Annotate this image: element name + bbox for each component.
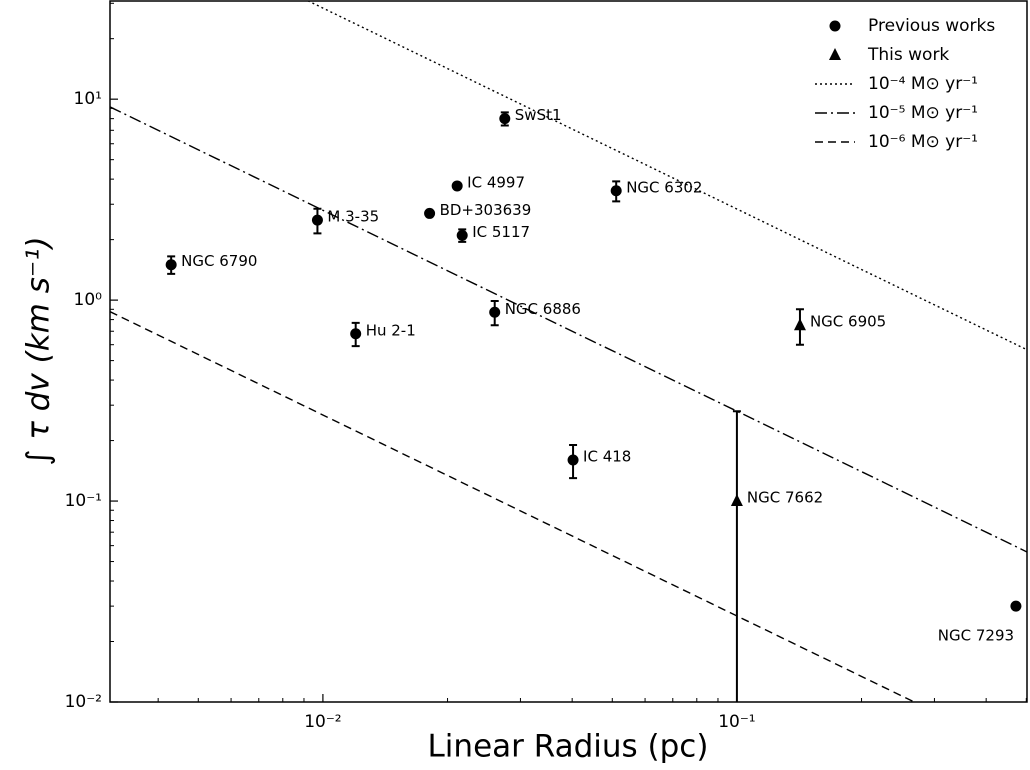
point (793, 318, 806, 331)
point (610, 185, 622, 197)
y-tick-label: 10⁻² (65, 692, 102, 712)
y-tick-label: 10⁻¹ (65, 491, 102, 511)
legend-marker (829, 48, 841, 60)
model-line (110, 106, 1027, 553)
point-label: NGC 6790 (181, 252, 257, 270)
point (567, 454, 579, 466)
x-tick-label: 10⁻² (304, 712, 341, 732)
point (730, 494, 743, 507)
legend-label: This work (867, 45, 949, 65)
plot-area (110, 1, 1027, 702)
point (489, 306, 501, 318)
legend-label: 10⁻⁴ M⊙ yr⁻¹ (868, 74, 978, 94)
point (499, 113, 511, 125)
point-label: NGC 6302 (626, 178, 702, 196)
error-bar (732, 410, 741, 702)
point-label: NGC 6886 (505, 300, 581, 318)
point (350, 328, 362, 340)
point-label: IC 418 (583, 448, 631, 466)
point-label: Hu 2-1 (366, 321, 416, 339)
legend-label: Previous works (868, 16, 995, 36)
point-label: IC 4997 (467, 173, 525, 191)
legend-label: 10⁻⁵ M⊙ yr⁻¹ (868, 103, 978, 123)
x-axis-label: Linear Radius (pc) (428, 729, 709, 765)
legend-label: 10⁻⁶ M⊙ yr⁻¹ (868, 132, 978, 152)
point (311, 214, 323, 226)
x-tick-label: 10⁻¹ (718, 712, 755, 732)
point (456, 229, 468, 241)
legend-marker (829, 20, 841, 32)
plot-frame (109, 0, 1028, 703)
point-label: M 3-35 (327, 208, 379, 226)
point-label: NGC 7293 (938, 627, 1014, 645)
point (451, 180, 463, 192)
y-axis-label: ∫ τ dv (km s⁻¹) (21, 236, 57, 466)
point-label: NGC 6905 (810, 313, 886, 331)
point (424, 207, 436, 219)
point-label: NGC 7662 (747, 489, 823, 507)
point-label: BD+303639 (440, 201, 532, 219)
point-label: SwSt1 (515, 106, 562, 124)
y-tick-label: 10⁰ (74, 290, 103, 310)
point-label: IC 5117 (472, 223, 530, 241)
model-line (110, 311, 916, 702)
point (1010, 600, 1022, 612)
point (165, 259, 177, 271)
y-tick-label: 10¹ (74, 89, 102, 109)
